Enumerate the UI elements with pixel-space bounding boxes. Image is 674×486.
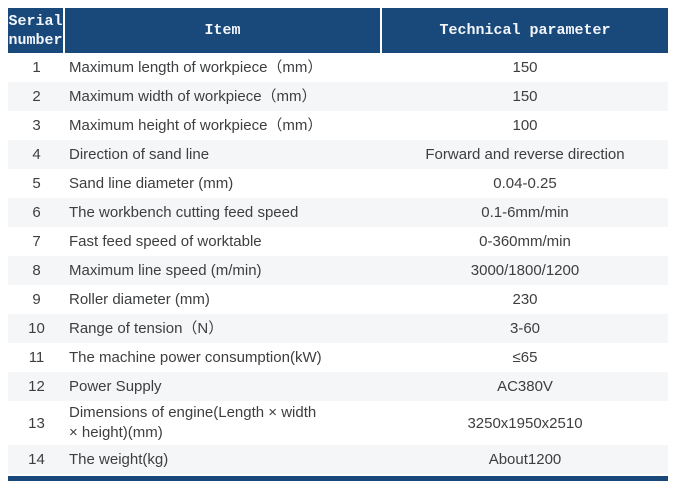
cell-serial: 12 bbox=[28, 378, 45, 395]
cell-item: Range of tension（N） bbox=[69, 319, 224, 337]
table-row: 4 Direction of sand line Forward and rev… bbox=[8, 140, 668, 169]
cell-param: 230 bbox=[512, 291, 538, 308]
cell-serial: 3 bbox=[32, 117, 41, 134]
table-row: 9 Roller diameter (mm) 230 bbox=[8, 285, 668, 314]
cell-item: Direction of sand line bbox=[69, 145, 210, 163]
table-row: 3 Maximum height of workpiece（mm） 100 bbox=[8, 111, 668, 140]
cell-serial: 10 bbox=[28, 320, 45, 337]
cell-serial: 14 bbox=[28, 451, 45, 468]
cell-item: Dimensions of engine(Length × width × he… bbox=[69, 404, 317, 441]
cell-item: Maximum width of workpiece（mm） bbox=[69, 87, 317, 105]
table-row: 2 Maximum width of workpiece（mm） 150 bbox=[8, 82, 668, 111]
table-header-row: Serial number Item Technical parameter bbox=[8, 8, 668, 53]
cell-item: Maximum length of workpiece（mm） bbox=[69, 58, 323, 76]
cell-serial: 1 bbox=[32, 59, 41, 76]
cell-param: 100 bbox=[512, 117, 538, 134]
cell-serial: 9 bbox=[32, 291, 41, 308]
table-row: 8 Maximum line speed (m/min) 3000/1800/1… bbox=[8, 256, 668, 285]
cell-item: The workbench cutting feed speed bbox=[69, 203, 299, 221]
cell-item: Roller diameter (mm) bbox=[69, 290, 210, 308]
cell-param: 3-60 bbox=[509, 320, 541, 337]
cell-param: 0.04-0.25 bbox=[493, 175, 557, 192]
header-technical-parameter: Technical parameter bbox=[439, 22, 611, 39]
table-row: 1 Maximum length of workpiece（mm） 150 bbox=[8, 53, 668, 82]
table-row: 7 Fast feed speed of worktable 0-360mm/m… bbox=[8, 227, 668, 256]
table-row: 6 The workbench cutting feed speed 0.1-6… bbox=[8, 198, 668, 227]
cell-serial: 2 bbox=[32, 88, 41, 105]
cell-param: 150 bbox=[512, 88, 538, 105]
cell-serial: 11 bbox=[28, 349, 45, 366]
table-bottom-border bbox=[8, 476, 668, 481]
cell-param: ≤65 bbox=[512, 349, 538, 366]
cell-serial: 7 bbox=[32, 233, 41, 250]
cell-item: Maximum height of workpiece（mm） bbox=[69, 116, 323, 134]
cell-param: Forward and reverse direction bbox=[425, 146, 625, 163]
cell-param: 150 bbox=[512, 59, 538, 76]
cell-param: 0-360mm/min bbox=[479, 233, 571, 250]
cell-serial: 13 bbox=[28, 414, 45, 432]
cell-serial: 8 bbox=[32, 262, 41, 279]
cell-item: Power Supply bbox=[69, 377, 162, 395]
cell-item: Maximum line speed (m/min) bbox=[69, 261, 262, 279]
cell-item: Sand line diameter (mm) bbox=[69, 174, 234, 192]
table-row: 14 The weight(kg) About1200 bbox=[8, 445, 668, 474]
cell-param: About1200 bbox=[488, 451, 562, 468]
spec-table: Serial number Item Technical parameter 1… bbox=[8, 8, 668, 481]
cell-item: The weight(kg) bbox=[69, 450, 169, 468]
table-row: 5 Sand line diameter (mm) 0.04-0.25 bbox=[8, 169, 668, 198]
header-serial-number: Serial number bbox=[8, 8, 65, 53]
table-row: 13 Dimensions of engine(Length × width ×… bbox=[8, 401, 668, 445]
cell-serial: 4 bbox=[32, 146, 41, 163]
cell-param: 3250x1950x2510 bbox=[467, 414, 583, 432]
cell-param: 3000/1800/1200 bbox=[470, 262, 580, 279]
table-row: 12 Power Supply AC380V bbox=[8, 372, 668, 401]
cell-param: 0.1-6mm/min bbox=[481, 204, 569, 221]
table-row: 10 Range of tension（N） 3-60 bbox=[8, 314, 668, 343]
cell-param: AC380V bbox=[497, 378, 553, 395]
cell-serial: 5 bbox=[32, 175, 41, 192]
cell-serial: 6 bbox=[32, 204, 41, 221]
cell-item: Fast feed speed of worktable bbox=[69, 232, 262, 250]
table-row: 11 The machine power consumption(kW) ≤65 bbox=[8, 343, 668, 372]
header-item: Item bbox=[65, 8, 382, 53]
cell-item: The machine power consumption(kW) bbox=[69, 348, 322, 366]
